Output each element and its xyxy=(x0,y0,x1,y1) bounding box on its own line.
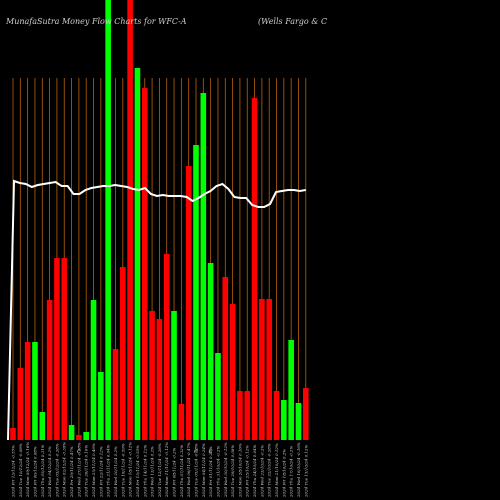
x-tick-label: 2024 Tue 22/10/24 -0.28% xyxy=(267,443,272,498)
money-flow-bar xyxy=(68,425,75,440)
money-flow-bar xyxy=(83,432,89,440)
money-flow-bar xyxy=(24,342,31,440)
x-tick-label: 2024 Thu 24/10/24 0.04% xyxy=(252,444,257,498)
money-flow-bar xyxy=(273,391,280,440)
x-tick-label: 2024 Mon 28/10/24 0.16% xyxy=(237,443,242,498)
x-tick-label: 2024 Fri 13/12/24 -0.55% xyxy=(11,445,16,498)
money-flow-bar xyxy=(76,435,82,440)
company-name: (Wells Fargo & C xyxy=(258,17,327,26)
x-tick-label: 2024 Tue 03/12/24 -0.28% xyxy=(54,443,59,498)
x-tick-label: 2024 Wed 30/10/24 -0.12% xyxy=(223,442,228,498)
x-tick-label: 2024 Fri 01/11/24 0.28% xyxy=(208,446,213,498)
annotation-label: C xyxy=(209,449,213,455)
money-flow-bar xyxy=(281,400,287,440)
x-tick-label: 2024 Tue 26/11/24 0.16% xyxy=(84,445,89,498)
x-tick-label: 2024 Thu 21/11/24 0.04% xyxy=(106,444,111,498)
money-flow-bar xyxy=(200,93,207,440)
x-tick-label: 2024 Tue 10/12/24 -0.08% xyxy=(18,443,23,498)
money-flow-bar xyxy=(156,319,163,440)
money-flow-bar xyxy=(185,166,192,440)
x-tick-label: 2024 Fri 06/12/24 0.08% xyxy=(33,446,38,498)
money-flow-bar xyxy=(17,368,24,440)
money-flow-bar xyxy=(237,391,243,440)
money-flow-bar xyxy=(141,88,148,440)
money-flow-bar xyxy=(288,340,294,440)
money-flow-bar xyxy=(178,404,185,440)
x-tick-label: 2024 Mon 25/11/24 0.46% xyxy=(91,443,96,498)
money-flow-bar xyxy=(98,372,104,440)
x-tick-label: 2024 Mon 09/12/24 -0.16% xyxy=(25,442,30,498)
x-tick-label: 2024 Tue 15/10/24 0.12% xyxy=(303,445,308,498)
money-flow-bar xyxy=(10,428,16,440)
money-flow-bar xyxy=(266,299,272,440)
money-flow-bar xyxy=(39,412,46,440)
money-flow-bar xyxy=(163,254,170,440)
x-tick-label: 2024 Fri 25/10/24 -0.12% xyxy=(245,445,250,498)
money-flow-bar xyxy=(251,98,258,440)
money-flow-bar xyxy=(207,263,214,440)
money-flow-bar xyxy=(46,300,53,440)
x-tick-label: 2024 Thu 17/10/24 -0.2% xyxy=(289,446,294,498)
money-flow-bar xyxy=(244,391,251,440)
money-flow-bar xyxy=(171,311,177,440)
money-flow-bar xyxy=(112,349,119,440)
money-flow-bar xyxy=(32,342,38,440)
x-tick-label: 2024 Wed 23/10/24 -0.2% xyxy=(259,445,264,498)
x-tick-label: 2024 Thu 31/10/24 -0.2% xyxy=(216,446,221,498)
x-tick-label: 2024 Tue 19/11/24 -0.59% xyxy=(120,443,125,498)
annotation-label: C xyxy=(194,449,198,455)
money-flow-bar xyxy=(222,277,229,440)
x-tick-label: 2024 Tue 12/11/24 -0.28% xyxy=(157,443,162,498)
x-axis-tick-labels: 2024 Fri 13/12/24 -0.55% 2024 Tue 10/12/2… xyxy=(11,442,309,498)
x-tick-label: 2024 Thu 07/11/24 0.32% xyxy=(179,444,184,498)
x-tick-label: 2024 Wed 27/11/24 -0.08% xyxy=(76,442,81,498)
x-tick-label: 2024 Wed 16/10/24 -0.16% xyxy=(296,442,301,498)
x-tick-label: 2024 Thu 05/12/24 0.31% xyxy=(40,444,45,498)
chart-title: MunafaSutra Money Flow Charts for WFC-A xyxy=(5,17,187,26)
x-tick-label: 2024 Mon 02/12/24 -0.39% xyxy=(62,442,67,498)
money-flow-bars xyxy=(10,0,309,440)
x-tick-label: 2024 Mon 21/10/24 0.12% xyxy=(274,443,279,498)
x-tick-label: 2024 Wed 06/11/24 -0.47% xyxy=(186,442,191,498)
x-tick-label: 2024 Wed 04/12/24 0.2% xyxy=(47,446,52,498)
money-flow-bar xyxy=(193,145,199,440)
money-flow-bar xyxy=(105,0,111,440)
money-flow-bar xyxy=(54,258,60,440)
money-flow-bar xyxy=(149,311,155,440)
x-tick-label: 2024 Fri 18/10/24 0.2% xyxy=(281,449,286,498)
money-flow-bar xyxy=(90,300,97,440)
x-tick-label: 2024 Wed 20/11/24 0.2% xyxy=(113,446,118,498)
money-flow-bar xyxy=(120,267,126,440)
money-flow-bar xyxy=(259,299,265,440)
x-tick-label: 2024 Thu 14/11/24 0.12% xyxy=(142,444,147,498)
money-flow-bar xyxy=(61,258,68,440)
x-tick-label: 2024 Fri 29/11/24 0.47% xyxy=(69,446,74,498)
money-flow-bar xyxy=(295,403,302,440)
x-tick-label: 2024 Wed 13/11/24 0.2% xyxy=(150,446,155,498)
money-flow-bar xyxy=(303,388,309,440)
money-flow-bar xyxy=(215,353,221,440)
money-flow-bar xyxy=(229,304,236,440)
x-tick-label: 2024 Fri 08/11/24 -0.2% xyxy=(172,447,177,498)
x-tick-label: 2024 Fri 22/11/24 0.12% xyxy=(98,446,103,498)
x-tick-label: 2024 Mon 18/11/24 -0.12% xyxy=(128,442,133,498)
x-tick-label: 2024 Tue 29/10/24 0.08% xyxy=(230,445,235,498)
annotation-label: C xyxy=(77,449,81,455)
x-tick-label: 2024 Fri 15/11/24 -0.55% xyxy=(135,445,140,498)
x-tick-label: 2024 Mon 11/11/24 -0.12% xyxy=(164,442,169,498)
money-flow-bar xyxy=(127,0,133,440)
money-flow-line xyxy=(7,179,306,441)
money-flow-bar xyxy=(134,68,141,440)
x-tick-label: 2024 Mon 04/11/24 0.24% xyxy=(201,443,206,498)
x-tick-label: 2024 Tue 05/11/24 -0.08% xyxy=(194,443,199,498)
